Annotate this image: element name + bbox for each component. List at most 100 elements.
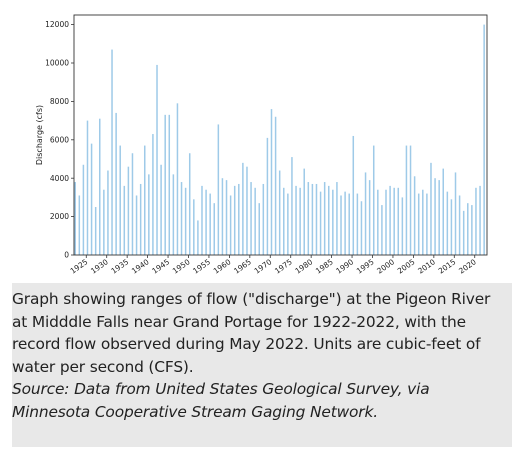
- flow-bar: [229, 195, 232, 255]
- flow-bar: [458, 195, 461, 255]
- x-tick-label: 1940: [130, 257, 151, 275]
- flow-bar: [99, 118, 101, 256]
- flow-bar: [86, 120, 89, 255]
- flow-bar: [143, 145, 146, 255]
- flow-bar: [336, 182, 338, 255]
- flow-bar: [119, 145, 121, 255]
- flow-bar: [94, 207, 97, 255]
- flow-bar: [356, 193, 359, 255]
- flow-bar: [393, 187, 395, 255]
- flow-bar: [442, 168, 444, 255]
- y-tick-label: 8000: [50, 97, 69, 106]
- flow-bar: [467, 203, 469, 255]
- x-tick-label: 1980: [294, 257, 315, 275]
- flow-bar: [471, 205, 473, 255]
- y-tick-label: 12000: [45, 20, 69, 29]
- flow-bar: [188, 153, 191, 255]
- flow-bar: [262, 183, 265, 255]
- flow-bar: [483, 24, 485, 255]
- flow-bar: [454, 172, 457, 255]
- flow-bar: [332, 189, 334, 255]
- flow-bar: [434, 178, 436, 255]
- x-tick-label: 2020: [457, 257, 478, 275]
- y-tick-label: 6000: [50, 135, 69, 144]
- flow-bar: [360, 201, 363, 255]
- flow-bar: [74, 182, 76, 255]
- flow-bar: [123, 185, 126, 255]
- flow-bar: [364, 172, 367, 255]
- flow-bar: [78, 195, 81, 255]
- flow-bar: [184, 187, 187, 255]
- caption-text: Graph showing ranges of flow ("discharge…: [12, 290, 491, 376]
- flow-bar: [328, 185, 330, 255]
- x-axis: 1925 1930 1935 1940 1945 1950 1955 1960 1965 1970…: [69, 255, 478, 276]
- chart-svg: 0 2000 4000 6000 8000 10000 12000 1925 1930 1935…: [35, 14, 488, 276]
- flow-bar: [344, 191, 346, 255]
- flow-bars: [74, 24, 485, 256]
- x-tick-label: 2010: [416, 257, 437, 275]
- x-tick-label: 1995: [355, 257, 376, 275]
- plot-frame: [73, 14, 488, 256]
- y-tick-label: 4000: [50, 174, 69, 183]
- flow-bar: [315, 183, 318, 255]
- flow-bar: [479, 185, 481, 255]
- flow-bar: [389, 185, 391, 255]
- discharge-chart: 0 2000 4000 6000 8000 10000 12000 1925 1930 1935…: [35, 14, 488, 276]
- flow-bar: [176, 103, 179, 255]
- flow-bar: [348, 193, 350, 255]
- flow-bar: [131, 153, 134, 255]
- flow-bar: [258, 203, 260, 255]
- flow-bar: [340, 195, 342, 255]
- flow-bar: [422, 189, 424, 255]
- y-tick-label: 2000: [50, 212, 69, 221]
- x-tick-label: 1975: [273, 257, 294, 275]
- flow-bar: [266, 137, 269, 255]
- flow-bar: [381, 205, 383, 255]
- flow-bar: [405, 145, 408, 255]
- flow-bar: [283, 187, 285, 255]
- flow-bar: [197, 220, 199, 255]
- flow-bar: [180, 182, 183, 255]
- flow-bar: [246, 166, 248, 255]
- y-tick-label: 10000: [45, 59, 69, 68]
- flow-bar: [413, 176, 416, 255]
- x-tick-label: 2005: [396, 257, 417, 275]
- x-tick-label: 2000: [375, 257, 396, 275]
- flow-bar: [201, 185, 203, 255]
- flow-bar: [417, 193, 420, 255]
- flow-bar: [385, 189, 387, 255]
- flow-bar: [135, 195, 138, 255]
- x-tick-label: 1925: [69, 257, 90, 275]
- flow-bar: [409, 145, 412, 255]
- flow-bar: [401, 197, 404, 255]
- flow-bar: [462, 210, 465, 255]
- x-tick-label: 1965: [232, 257, 253, 275]
- flow-bar: [274, 116, 277, 255]
- y-axis: 0 2000 4000 6000 8000 10000 12000: [45, 20, 74, 260]
- flow-bar: [152, 134, 154, 255]
- flow-bar: [372, 145, 375, 255]
- x-tick-label: 1985: [314, 257, 335, 275]
- flow-bar: [107, 170, 109, 255]
- flow-bar: [430, 162, 432, 255]
- flow-bar: [213, 203, 216, 255]
- flow-bar: [291, 157, 293, 255]
- flow-bar: [438, 180, 440, 255]
- flow-bar: [148, 174, 150, 255]
- flow-bar: [172, 174, 175, 255]
- flow-bar: [250, 182, 252, 255]
- flow-bar: [299, 187, 301, 255]
- x-tick-label: 2015: [437, 257, 458, 275]
- flow-bar: [221, 178, 224, 255]
- x-tick-label: 1945: [150, 257, 171, 275]
- flow-bar: [233, 185, 236, 255]
- flow-bar: [278, 170, 281, 255]
- flow-bar: [450, 199, 453, 255]
- flow-bar: [82, 164, 85, 255]
- flow-bar: [287, 193, 289, 255]
- flow-bar: [205, 189, 207, 255]
- flow-bar: [295, 185, 297, 255]
- flow-bar: [303, 168, 305, 255]
- x-tick-label: 1970: [253, 257, 274, 275]
- flow-bar: [139, 183, 142, 255]
